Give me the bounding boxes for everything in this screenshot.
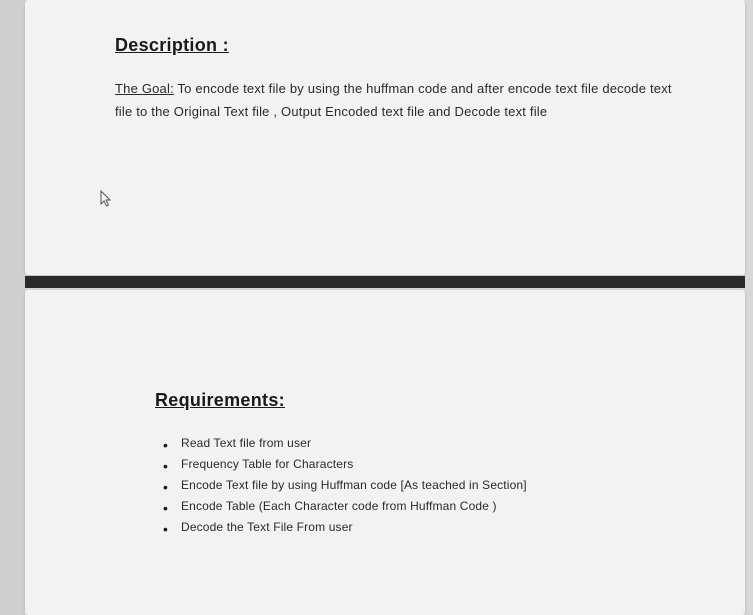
description-panel: Description : The Goal: To encode text f…: [25, 0, 745, 275]
requirements-list: Read Text file from user Frequency Table…: [155, 433, 685, 538]
list-item: Encode Text file by using Huffman code […: [159, 475, 685, 496]
description-heading: Description :: [115, 35, 685, 56]
panel-divider: [25, 276, 745, 288]
goal-paragraph: The Goal: To encode text file by using t…: [115, 78, 685, 124]
left-margin: [0, 0, 25, 615]
requirements-panel: Requirements: Read Text file from user F…: [25, 290, 745, 615]
list-item: Decode the Text File From user: [159, 517, 685, 538]
goal-text: To encode text file by using the huffman…: [115, 81, 672, 119]
list-item: Read Text file from user: [159, 433, 685, 454]
requirements-heading: Requirements:: [155, 390, 685, 411]
page-container: Description : The Goal: To encode text f…: [0, 0, 753, 615]
goal-label: The Goal:: [115, 81, 174, 96]
list-item: Frequency Table for Characters: [159, 454, 685, 475]
list-item: Encode Table (Each Character code from H…: [159, 496, 685, 517]
